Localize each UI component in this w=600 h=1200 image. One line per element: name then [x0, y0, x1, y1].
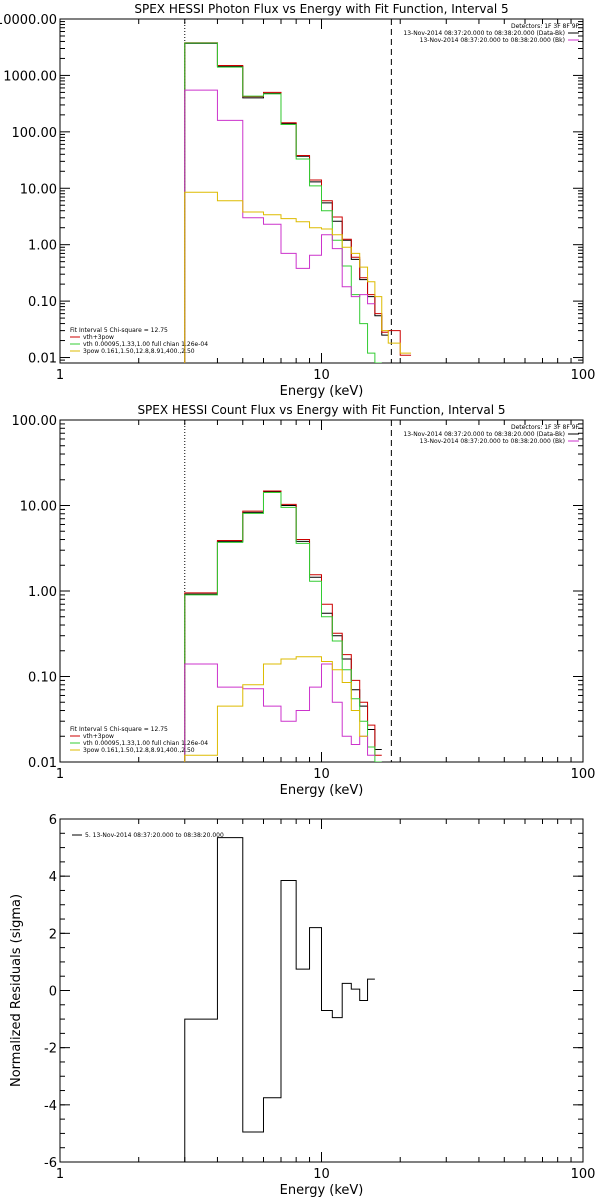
- x-tick-label: 100: [571, 368, 596, 383]
- x-tick-label: 10: [313, 1167, 330, 1182]
- legend-entry: 13-Nov-2014 08:37:20.000 to 08:38:20.000…: [420, 438, 565, 445]
- series-line-4: [184, 191, 412, 363]
- x-tick-label: 100: [571, 1167, 596, 1182]
- y-tick-label: -2: [44, 1042, 57, 1057]
- x-tick-label: 1: [56, 767, 64, 782]
- legend-header: Detectors: 1F 3F 8F 9F: [511, 23, 580, 30]
- x-axis-label: Energy (keV): [280, 783, 364, 798]
- series-line-0: [184, 42, 389, 363]
- y-tick-label: 10.00: [20, 182, 57, 197]
- legend-entry: vth 0.00095,1.33,1.00 full chian 1.26e-0…: [83, 341, 208, 348]
- residuals-chart: 1 10 100 -6 -4 -2 0 2 4 6 Energy (keV) Normalized R…: [9, 813, 595, 1198]
- legend-entry: vth+3pow: [83, 733, 114, 740]
- legend-entry: 5. 13-Nov-2014 08:37:20.000 to 08:38:20.…: [85, 832, 224, 839]
- x-tick-label: 1: [56, 368, 64, 383]
- y-tick-label: -6: [44, 1156, 57, 1171]
- y-tick-label: 0: [49, 985, 57, 1000]
- y-axis-label: Normalized Residuals (sigma): [9, 894, 24, 1087]
- legend-header: Fit Interval 5 Chi-square = 12.75: [70, 726, 168, 733]
- series-line-3: [184, 663, 375, 762]
- series-line-1: [184, 42, 412, 363]
- y-tick-label: 4: [49, 870, 57, 885]
- series-line-4: [184, 656, 368, 762]
- series-group: [184, 837, 375, 1162]
- legend-entry: 13-Nov-2014 08:37:20.000 to 08:38:20.000…: [403, 30, 565, 37]
- legend-entry: vth 0.00095,1.33,1.00 full chian 1.26e-0…: [83, 740, 208, 747]
- series-line-0: [184, 837, 375, 1162]
- x-tick-label: 10: [313, 368, 330, 383]
- y-tick-label: 10.00: [20, 500, 57, 515]
- x-axis-label: Energy (keV): [280, 384, 364, 399]
- y-tick-label: 10000.00: [0, 13, 57, 28]
- chart-title: SPEX HESSI Count Flux vs Energy with Fit…: [137, 403, 505, 417]
- y-tick-label: 100.00: [12, 414, 58, 429]
- series-line-2: [184, 491, 382, 762]
- photon-flux-chart: SPEX HESSI Photon Flux vs Energy with Fi…: [0, 2, 595, 399]
- y-tick-label: 6: [49, 813, 57, 828]
- y-tick-label: 0.01: [28, 352, 57, 367]
- series-line-3: [184, 89, 375, 363]
- legend-entry: vth+3pow: [83, 334, 114, 341]
- y-tick-label: 2: [49, 927, 57, 942]
- y-tick-label: 1.00: [28, 239, 57, 254]
- series-line-2: [184, 42, 382, 363]
- y-tick-label: 0.10: [28, 671, 57, 686]
- legend-entry: 3pow 0.161,1.50,12.8,8.91,400.,2.50: [83, 348, 195, 355]
- legend-entry: 13-Nov-2014 08:37:20.000 to 08:38:20.000…: [420, 37, 565, 44]
- chart-title: SPEX HESSI Photon Flux vs Energy with Fi…: [134, 2, 508, 16]
- y-tick-label: 100.00: [12, 126, 58, 141]
- y-tick-label: 0.01: [28, 756, 57, 771]
- legend-entry: 3pow 0.161,1.50,12.8,8.91,400.,2.50: [83, 747, 195, 754]
- y-tick-label: 1000.00: [3, 69, 57, 84]
- y-tick-label: 1.00: [28, 585, 57, 600]
- x-axis-label: Energy (keV): [280, 1183, 364, 1198]
- series-group: [184, 42, 412, 363]
- legend-header: Fit Interval 5 Chi-square = 12.75: [70, 327, 168, 334]
- count-flux-chart: SPEX HESSI Count Flux vs Energy with Fit…: [12, 403, 596, 798]
- y-tick-label: 0.10: [28, 295, 57, 310]
- legend-header: Detectors: 1F 3F 8F 9F: [511, 424, 580, 431]
- legend-entry: 13-Nov-2014 08:37:20.000 to 08:38:20.000…: [403, 431, 565, 438]
- y-tick-label: -4: [44, 1099, 57, 1114]
- series-group: [184, 490, 382, 762]
- x-tick-label: 10: [313, 767, 330, 782]
- x-tick-label: 1: [56, 1167, 64, 1182]
- x-tick-label: 100: [571, 767, 596, 782]
